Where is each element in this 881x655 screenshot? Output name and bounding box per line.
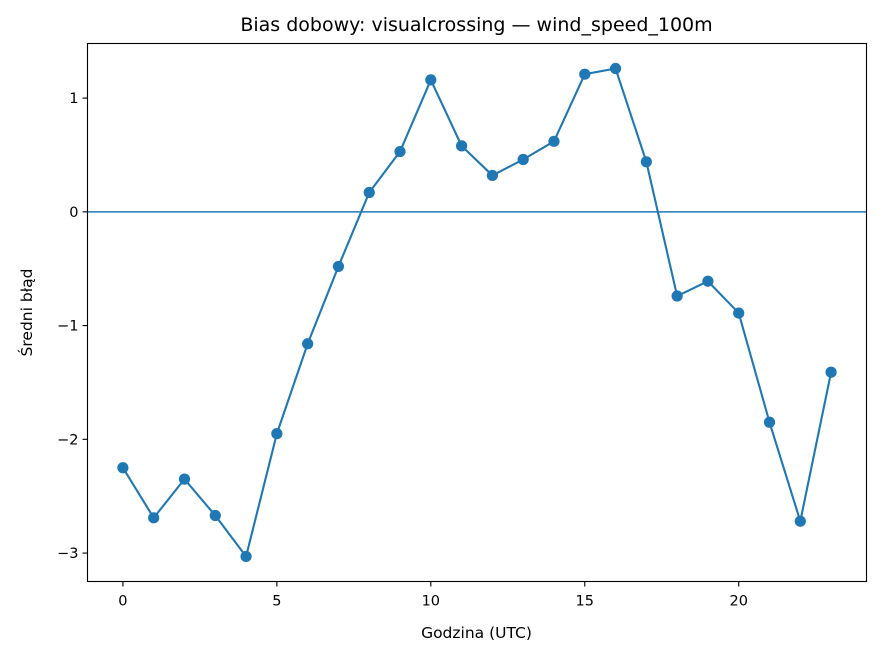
data-point (609, 62, 622, 75)
x-tick-label: 0 (118, 594, 127, 610)
data-point (733, 307, 745, 319)
data-point (302, 338, 314, 350)
x-axis-title: Godzina (UTC) (421, 624, 532, 642)
data-point (148, 512, 160, 524)
data-point (517, 153, 529, 166)
data-point (271, 428, 283, 440)
y-tick-label: −2 (57, 432, 78, 448)
data-point (456, 140, 468, 152)
data-point (209, 509, 221, 522)
x-axis: 0 5 10 15 20 (118, 581, 748, 610)
y-tick-label: −1 (57, 319, 78, 335)
plot-area (87, 62, 867, 563)
data-point (425, 74, 437, 86)
data-point (579, 68, 591, 80)
x-tick-label: 5 (272, 594, 281, 610)
x-tick-label: 15 (576, 594, 594, 610)
data-point (240, 550, 252, 563)
x-tick-label: 10 (422, 594, 440, 610)
data-point (332, 260, 345, 273)
data-point (763, 416, 776, 428)
y-tick-label: 1 (69, 91, 78, 107)
data-point (794, 515, 806, 527)
data-point (548, 135, 560, 147)
data-point (825, 366, 837, 378)
data-point (671, 290, 683, 302)
data-point (178, 473, 191, 485)
y-axis: −3 −2 −1 0 1 (57, 91, 88, 562)
series-line (122, 67, 833, 558)
data-point (117, 462, 129, 474)
data-point (486, 169, 498, 182)
y-tick-label: 0 (69, 205, 78, 221)
data-point (394, 145, 406, 158)
data-point (363, 186, 375, 199)
chart-title: Bias dobowy: visualcrossing — wind_speed… (240, 14, 712, 36)
data-point (640, 156, 652, 168)
x-tick-label: 20 (729, 594, 747, 610)
y-tick-label: −3 (57, 546, 78, 562)
plot-frame (86, 42, 868, 583)
data-point (702, 275, 714, 287)
y-axis-title: Średni błąd (17, 269, 36, 357)
